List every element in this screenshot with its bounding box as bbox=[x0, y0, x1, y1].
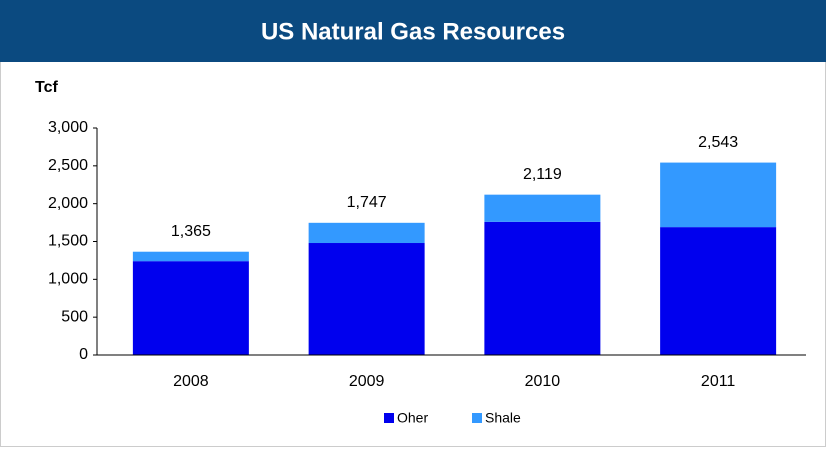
x-tick-label: 2009 bbox=[349, 373, 385, 390]
y-tick-label: 0 bbox=[79, 346, 88, 363]
y-tick-label: 1,500 bbox=[48, 233, 88, 250]
chart-title: US Natural Gas Resources bbox=[261, 18, 565, 45]
header bbox=[0, 0, 826, 62]
bar-segment bbox=[484, 194, 601, 222]
bar-segment bbox=[484, 221, 601, 355]
total-label: 2,543 bbox=[698, 134, 738, 151]
legend-swatch bbox=[472, 413, 482, 423]
x-tick-label: 2008 bbox=[173, 373, 209, 390]
y-tick-label: 500 bbox=[61, 308, 88, 325]
bar-segment bbox=[660, 162, 777, 228]
y-tick-label: 1,000 bbox=[48, 271, 88, 288]
bar-segment bbox=[660, 227, 777, 355]
legend-swatch bbox=[384, 413, 394, 423]
y-tick-label: 3,000 bbox=[48, 119, 88, 136]
total-label: 2,119 bbox=[523, 166, 562, 183]
total-label: 1,365 bbox=[171, 223, 211, 240]
y-tick-label: 2,500 bbox=[48, 157, 88, 174]
x-tick-label: 2011 bbox=[701, 373, 736, 390]
bar-segment bbox=[308, 222, 425, 244]
bar-segment bbox=[132, 251, 249, 262]
bar-segment bbox=[132, 261, 249, 355]
y-axis-label: Tcf bbox=[35, 79, 58, 96]
legend-label: Shale bbox=[485, 410, 521, 426]
x-tick-label: 2010 bbox=[525, 373, 561, 390]
total-label: 1,747 bbox=[347, 194, 387, 211]
legend-label: Oher bbox=[397, 410, 428, 426]
y-tick-label: 2,000 bbox=[48, 195, 88, 212]
bar-segment bbox=[308, 243, 425, 355]
